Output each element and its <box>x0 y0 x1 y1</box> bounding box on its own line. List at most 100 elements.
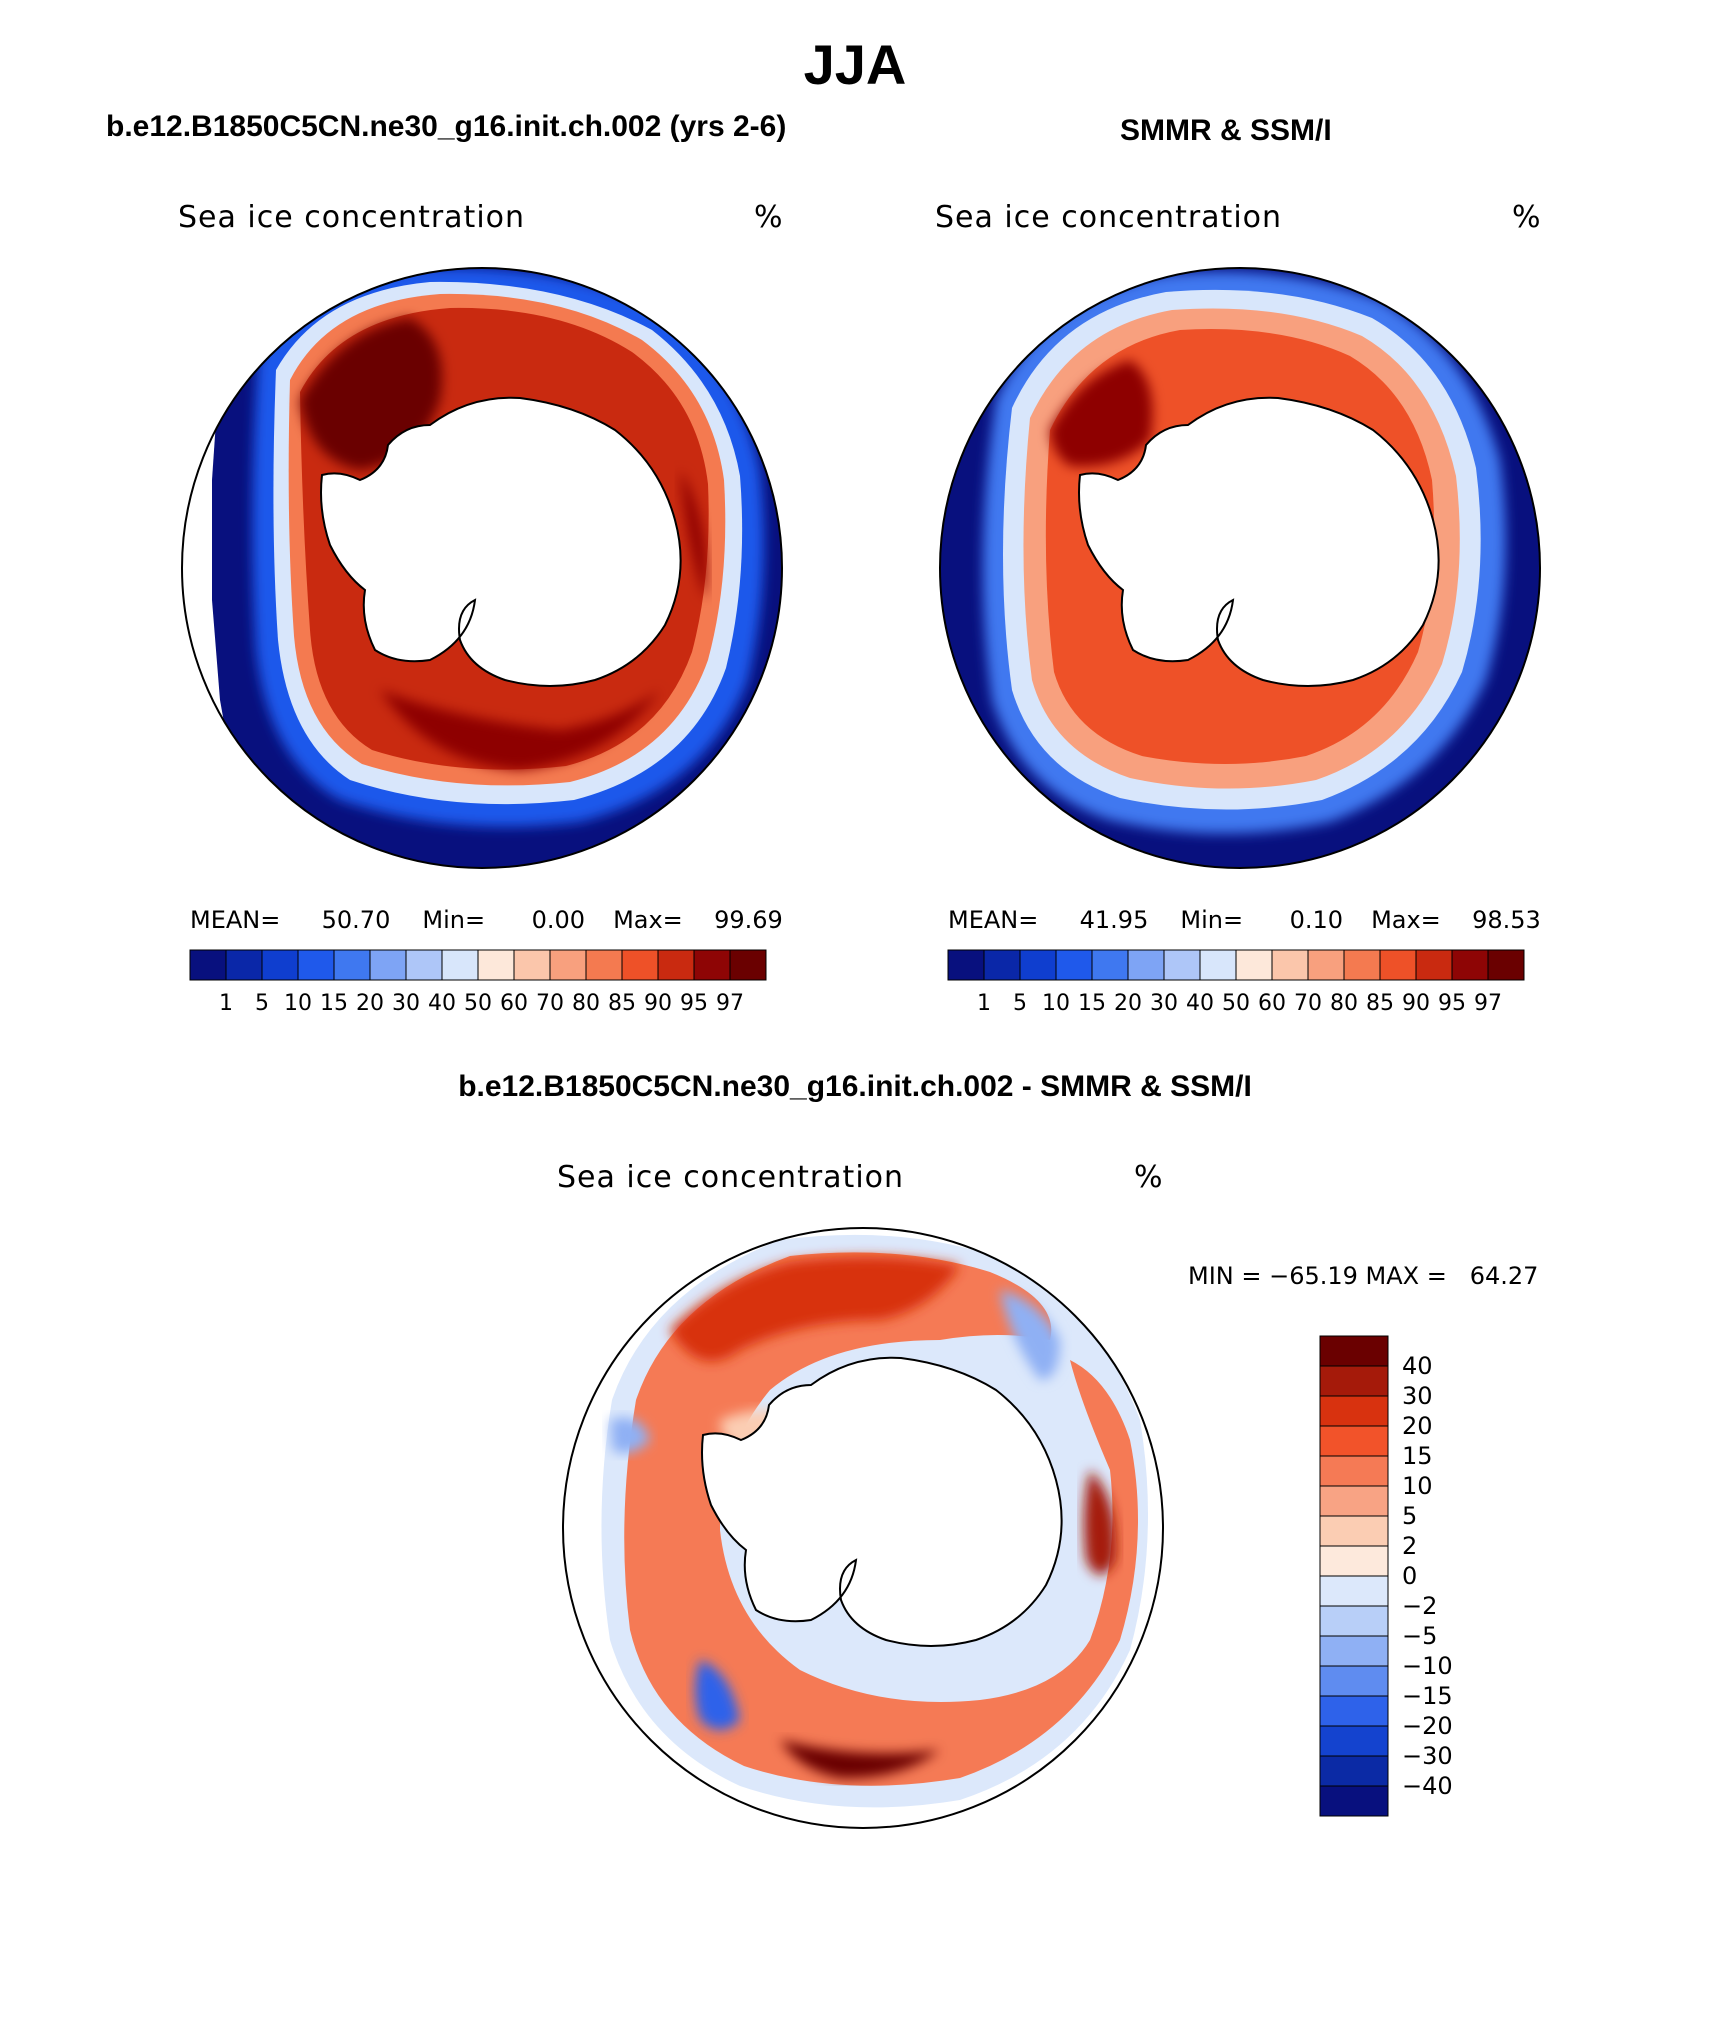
model-colorbar-tick: 85 <box>608 991 636 1016</box>
obs-colorbar-tick: 97 <box>1474 991 1502 1016</box>
model-colorbar-box-15 <box>729 949 767 981</box>
model-colorbar-box-8 <box>477 949 515 981</box>
diff-colorbar-tick: −15 <box>1402 1682 1453 1710</box>
obs-colorbar-box-6 <box>1163 949 1201 981</box>
diff-colorbar-box-2 <box>1319 1395 1389 1427</box>
diff-colorbar-tick: 40 <box>1402 1352 1433 1380</box>
obs-colorbar-box-1 <box>983 949 1021 981</box>
diff-colorbar-tick: −2 <box>1402 1592 1437 1620</box>
diff-colorbar-box-14 <box>1319 1755 1389 1787</box>
obs-variable-label: Sea ice concentration <box>935 200 1283 235</box>
diff-colorbar-box-9 <box>1319 1605 1389 1637</box>
diff-colorbar-tick: −5 <box>1402 1622 1437 1650</box>
model-colorbar-tick: 15 <box>320 991 348 1016</box>
model-colorbar-box-5 <box>369 949 407 981</box>
diff-minmax: MIN = −65.19 MAX = 64.27 <box>1188 1262 1539 1290</box>
obs-colorbar-box-11 <box>1343 949 1381 981</box>
diff-colorbar-box-0 <box>1319 1335 1389 1367</box>
diff-colorbar-tick: 0 <box>1402 1562 1417 1590</box>
model-colorbar-box-14 <box>693 949 731 981</box>
obs-colorbar-tick: 10 <box>1042 991 1070 1016</box>
model-colorbar-box-0 <box>189 949 227 981</box>
model-colorbar-tick: 1 <box>219 991 233 1016</box>
model-colorbar-tick: 80 <box>572 991 600 1016</box>
model-colorbar-tick: 40 <box>428 991 456 1016</box>
obs-panel-title: SMMR & SSM/I <box>1120 114 1332 147</box>
obs-colorbar-tick: 95 <box>1438 991 1466 1016</box>
obs-colorbar-box-2 <box>1019 949 1057 981</box>
obs-polar-map <box>939 267 1541 869</box>
model-map-boundary <box>181 267 783 869</box>
obs-antarctica-landmass <box>1078 396 1440 687</box>
diff-variable-label: Sea ice concentration <box>557 1160 905 1195</box>
obs-colorbar-tick: 85 <box>1366 991 1394 1016</box>
figure-title: JJA <box>803 33 907 96</box>
model-colorbar-tick: 20 <box>356 991 384 1016</box>
model-colorbar-box-10 <box>549 949 587 981</box>
model-colorbar: 1 5 10 15 20 30 40 50 60 70 80 85 90 95 97 <box>189 949 767 1016</box>
model-stats: MEAN= 50.70 Min= 0.00 Max= 99.69 <box>190 906 783 934</box>
model-antarctica-landmass <box>320 396 682 687</box>
model-colorbar-box-3 <box>297 949 335 981</box>
model-colorbar-box-11 <box>585 949 623 981</box>
diff-colorbar-box-4 <box>1319 1455 1389 1487</box>
obs-colorbar-box-8 <box>1235 949 1273 981</box>
model-colorbar-tick: 90 <box>644 991 672 1016</box>
model-colorbar-tick: 10 <box>284 991 312 1016</box>
obs-colorbar-box-3 <box>1055 949 1093 981</box>
model-colorbar-box-7 <box>441 949 479 981</box>
diff-colorbar-tick: −10 <box>1402 1652 1453 1680</box>
model-colorbar-box-9 <box>513 949 551 981</box>
diff-colorbar-tick: 30 <box>1402 1382 1433 1410</box>
obs-colorbar-tick: 1 <box>977 991 991 1016</box>
diff-colorbar-tick: 2 <box>1402 1532 1417 1560</box>
model-colorbar-box-12 <box>621 949 659 981</box>
model-colorbar-tick: 5 <box>255 991 269 1016</box>
obs-colorbar-tick: 50 <box>1222 991 1250 1016</box>
diff-units-label: % <box>1134 1160 1164 1195</box>
model-panel-title: b.e12.B1850C5CN.ne30_g16.init.ch.002 (yr… <box>106 110 787 143</box>
obs-colorbar-box-10 <box>1307 949 1345 981</box>
diff-colorbar-box-7 <box>1319 1545 1389 1577</box>
diff-colorbar-box-3 <box>1319 1425 1389 1457</box>
obs-colorbar-box-12 <box>1379 949 1417 981</box>
diff-panel-title: b.e12.B1850C5CN.ne30_g16.init.ch.002 - S… <box>458 1070 1252 1103</box>
obs-colorbar-box-0 <box>947 949 985 981</box>
diff-colorbar-tick: 5 <box>1402 1502 1417 1530</box>
obs-colorbar-tick: 80 <box>1330 991 1358 1016</box>
obs-units-label: % <box>1512 200 1542 235</box>
model-colorbar-box-13 <box>657 949 695 981</box>
diff-colorbar-box-12 <box>1319 1695 1389 1727</box>
diff-polar-map <box>562 1227 1164 1829</box>
model-colorbar-tick: 95 <box>680 991 708 1016</box>
diff-map-boundary <box>562 1227 1164 1829</box>
diff-colorbar-box-6 <box>1319 1515 1389 1547</box>
obs-colorbar-box-14 <box>1451 949 1489 981</box>
model-colorbar-tick: 60 <box>500 991 528 1016</box>
obs-colorbar-tick: 15 <box>1078 991 1106 1016</box>
obs-colorbar-tick: 30 <box>1150 991 1178 1016</box>
diff-colorbar-tick: −30 <box>1402 1742 1453 1770</box>
obs-colorbar-tick: 70 <box>1294 991 1322 1016</box>
obs-colorbar-box-15 <box>1487 949 1525 981</box>
model-colorbar-box-6 <box>405 949 443 981</box>
obs-colorbar-tick: 5 <box>1013 991 1027 1016</box>
model-polar-map <box>181 267 783 869</box>
model-units-label: % <box>754 200 784 235</box>
model-variable-label: Sea ice concentration <box>178 200 526 235</box>
obs-colorbar-box-9 <box>1271 949 1309 981</box>
diff-colorbar-tick: 20 <box>1402 1412 1433 1440</box>
diff-colorbar-box-15 <box>1319 1785 1389 1817</box>
diff-colorbar-box-8 <box>1319 1575 1389 1607</box>
diff-colorbar-tick: −20 <box>1402 1712 1453 1740</box>
model-colorbar-box-1 <box>225 949 263 981</box>
model-colorbar-box-4 <box>333 949 371 981</box>
obs-colorbar-tick: 60 <box>1258 991 1286 1016</box>
diff-colorbar-box-1 <box>1319 1365 1389 1397</box>
obs-colorbar-box-5 <box>1127 949 1165 981</box>
diff-colorbar-box-10 <box>1319 1635 1389 1667</box>
obs-map-boundary <box>939 267 1541 869</box>
obs-colorbar-box-4 <box>1091 949 1129 981</box>
